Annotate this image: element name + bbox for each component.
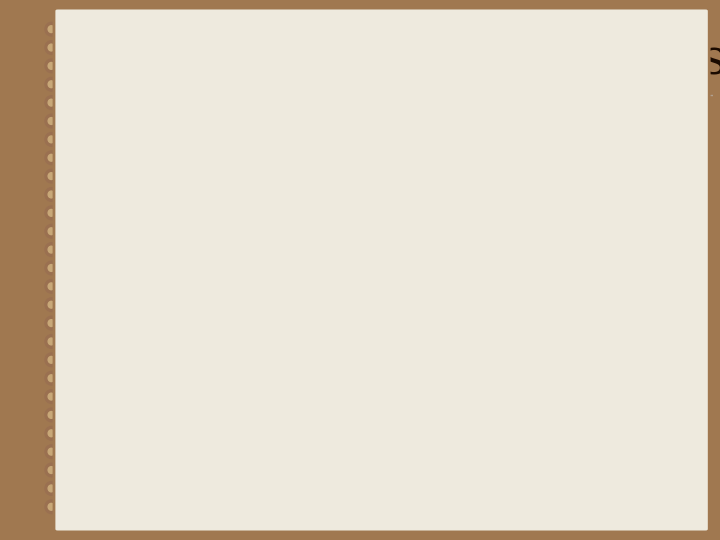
Circle shape: [45, 261, 58, 275]
Circle shape: [48, 118, 55, 124]
Circle shape: [48, 411, 55, 418]
Circle shape: [48, 448, 55, 455]
Text: Ca: Ca: [117, 344, 338, 493]
Circle shape: [48, 154, 55, 161]
FancyArrowPatch shape: [194, 260, 238, 312]
Circle shape: [45, 243, 58, 256]
Circle shape: [45, 316, 58, 330]
Text: to achieve a noble gas electron: to achieve a noble gas electron: [105, 168, 585, 197]
Circle shape: [48, 191, 55, 198]
Circle shape: [45, 353, 58, 367]
Circle shape: [45, 40, 58, 55]
Circle shape: [45, 445, 58, 458]
Circle shape: [45, 225, 58, 238]
Circle shape: [48, 338, 55, 345]
FancyBboxPatch shape: [117, 268, 184, 327]
Circle shape: [48, 26, 55, 32]
Circle shape: [48, 485, 55, 492]
Circle shape: [45, 390, 58, 403]
Circle shape: [48, 356, 55, 363]
Circle shape: [48, 320, 55, 327]
Circle shape: [45, 96, 58, 110]
Text: Electron Dots For Cations: Electron Dots For Cations: [68, 35, 720, 84]
Text: 11: 11: [675, 495, 701, 514]
Circle shape: [45, 22, 58, 36]
Text: configuration (similar to Argon): configuration (similar to Argon): [105, 208, 583, 238]
Circle shape: [48, 44, 55, 51]
Circle shape: [48, 301, 55, 308]
Circle shape: [45, 427, 58, 440]
Circle shape: [48, 81, 55, 87]
Circle shape: [48, 467, 55, 474]
Circle shape: [48, 430, 55, 437]
Text: lose the valence electrons: lose the valence electrons: [246, 125, 648, 154]
Circle shape: [45, 77, 58, 91]
Circle shape: [48, 265, 55, 272]
Circle shape: [48, 375, 55, 382]
Circle shape: [45, 335, 58, 348]
Circle shape: [45, 170, 58, 183]
Circle shape: [45, 408, 58, 422]
Circle shape: [45, 500, 58, 514]
Circle shape: [45, 298, 58, 312]
Circle shape: [48, 246, 55, 253]
Circle shape: [48, 283, 55, 290]
FancyBboxPatch shape: [190, 268, 256, 327]
Circle shape: [48, 136, 55, 143]
Circle shape: [45, 482, 58, 495]
Circle shape: [48, 63, 55, 69]
Circle shape: [48, 228, 55, 234]
Circle shape: [48, 99, 55, 106]
Circle shape: [48, 173, 55, 179]
Circle shape: [45, 151, 58, 165]
Circle shape: [45, 206, 58, 220]
Circle shape: [48, 393, 55, 400]
Circle shape: [45, 59, 58, 73]
Circle shape: [45, 463, 58, 477]
Circle shape: [48, 210, 55, 216]
Circle shape: [45, 372, 58, 385]
Circle shape: [45, 114, 58, 128]
Circle shape: [48, 503, 55, 510]
Text: Metals will: Metals will: [105, 125, 275, 154]
FancyArrowPatch shape: [120, 265, 145, 312]
Circle shape: [45, 188, 58, 201]
Circle shape: [45, 132, 58, 146]
Circle shape: [45, 280, 58, 293]
